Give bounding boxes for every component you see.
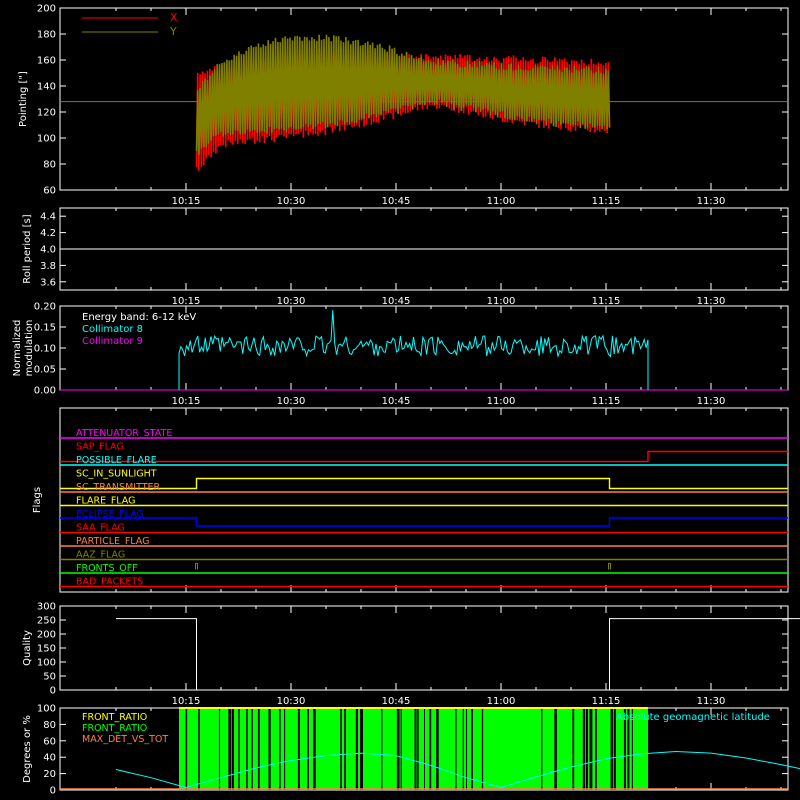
time-tick-label: 10:30 (277, 696, 306, 707)
latitude-ytick-label: 40 (43, 753, 56, 764)
flag-label: PARTICLE_FLAG (76, 536, 149, 547)
flag-label: ATTENUATOR_STATE (76, 428, 172, 439)
pointing-ytick-label: 80 (43, 160, 56, 171)
modulation-ytick-label: 0.05 (34, 365, 56, 376)
time-tick-label: 11:15 (592, 196, 621, 207)
flag-label: BAD_PACKETS (76, 577, 143, 588)
flags-ylabel: Flags (32, 487, 43, 513)
pointing-ytick-label: 60 (43, 186, 56, 197)
latitude-ylabel: Degrees or % (22, 715, 33, 783)
quality-ylabel: Quality (22, 630, 33, 666)
time-tick-label: 10:30 (277, 296, 306, 307)
time-tick-label: 10:15 (172, 196, 201, 207)
latitude-ytick-label: 20 (43, 769, 56, 780)
modulation-ytick-label: 0.00 (34, 386, 56, 397)
latitude-ytick-label: 80 (43, 720, 56, 731)
pointing-ylabel: Pointing ["] (18, 71, 29, 127)
time-tick-label: 11:30 (697, 396, 726, 407)
time-tick-label: 11:30 (697, 696, 726, 707)
quality-ytick-label: 0 (50, 686, 56, 697)
time-tick-label: 11:00 (487, 396, 516, 407)
flag-label: SC_IN_SUNLIGHT (76, 469, 157, 480)
time-tick-label: 10:45 (382, 696, 411, 707)
modulation-annotation: Energy band: 6-12 keV (82, 312, 196, 323)
modulation-annotation: Collimator 8 (82, 324, 143, 335)
roll-ytick-label: 4.2 (40, 228, 56, 239)
modulation-annotation: Collimator 9 (82, 336, 143, 347)
modulation-ylabel-line1: Normalized (12, 320, 23, 377)
roll-ytick-label: 4.4 (40, 212, 56, 223)
time-tick-label: 11:00 (487, 296, 516, 307)
time-tick-label: 11:30 (697, 296, 726, 307)
time-tick-label: 11:15 (592, 296, 621, 307)
modulation-ytick-label: 0.10 (34, 344, 56, 355)
time-tick-label: 10:45 (382, 396, 411, 407)
roll-ytick-label: 3.8 (40, 261, 56, 272)
flag-label: ECLIPSE_FLAG (76, 509, 144, 520)
flag-spike (195, 563, 198, 570)
latitude-right-label: Absolute geomagnetic latitude (616, 712, 770, 723)
pointing-legend-label: Y (169, 25, 177, 38)
time-tick-label: 10:30 (277, 196, 306, 207)
quality-ytick-label: 150 (37, 644, 56, 655)
pointing-series-y (195, 34, 611, 155)
time-tick-label: 10:15 (172, 696, 201, 707)
flag-label: AAZ_FLAG (76, 550, 125, 561)
roll-ytick-label: 4.0 (40, 245, 56, 256)
quality-ytick-label: 100 (37, 658, 56, 669)
flag-label: POSSIBLE_FLARE (76, 455, 157, 466)
quality-ytick-label: 50 (43, 672, 56, 683)
latitude-ytick-label: 0 (50, 786, 56, 797)
modulation-ylabel-line2: modulation (24, 320, 35, 377)
front-ratio-fill (179, 708, 648, 790)
geomagnetic-latitude-line (115, 750, 800, 789)
flag-label: SAP_FLAG (76, 442, 124, 453)
pointing-ytick-label: 160 (37, 56, 56, 67)
flag-line (60, 517, 788, 527)
flags-frame (59, 407, 789, 593)
time-tick-label: 10:45 (382, 196, 411, 207)
flag-label: SC_TRANSMITTER (76, 482, 161, 493)
flag-label: FLARE_FLAG (76, 496, 136, 507)
roll-ytick-label: 3.6 (40, 277, 56, 288)
flag-label: FRONTS_OFF (76, 563, 138, 574)
pointing-ytick-label: 200 (37, 4, 56, 15)
time-tick-label: 11:15 (592, 696, 621, 707)
flag-spike (608, 563, 611, 570)
time-tick-label: 11:00 (487, 196, 516, 207)
time-tick-label: 10:45 (382, 296, 411, 307)
latitude-legend-label: FRONT_RATIO (82, 712, 147, 723)
pointing-ytick-label: 180 (37, 30, 56, 41)
latitude-legend-label: MAX_DET_VS_TOT (82, 734, 168, 745)
modulation-collimator-8 (178, 310, 649, 390)
flag-label: SAA_FLAG (76, 523, 125, 534)
time-tick-label: 11:15 (592, 396, 621, 407)
latitude-legend-label: FRONT_RATIO (82, 723, 147, 734)
pointing-ytick-label: 140 (37, 82, 56, 93)
flag-line (60, 477, 788, 490)
quality-line (116, 618, 800, 691)
time-tick-label: 10:15 (172, 396, 201, 407)
pointing-ytick-label: 100 (37, 134, 56, 145)
modulation-ytick-label: 0.15 (34, 323, 56, 334)
pointing-legend-label: X (170, 11, 178, 24)
latitude-ytick-label: 60 (43, 736, 56, 747)
time-tick-label: 10:30 (277, 396, 306, 407)
time-tick-label: 11:30 (697, 196, 726, 207)
pointing-ytick-label: 120 (37, 108, 56, 119)
latitude-ytick-label: 100 (37, 704, 56, 715)
quality-ytick-label: 250 (37, 616, 56, 627)
flag-line (60, 450, 788, 463)
pointing-frame (59, 7, 789, 191)
quality-ytick-label: 200 (37, 630, 56, 641)
modulation-ytick-label: 0.20 (34, 302, 56, 313)
roll-ylabel: Roll period [s] (22, 214, 33, 283)
time-tick-label: 10:15 (172, 296, 201, 307)
time-tick-label: 11:00 (487, 696, 516, 707)
quality-ytick-label: 300 (37, 602, 56, 613)
